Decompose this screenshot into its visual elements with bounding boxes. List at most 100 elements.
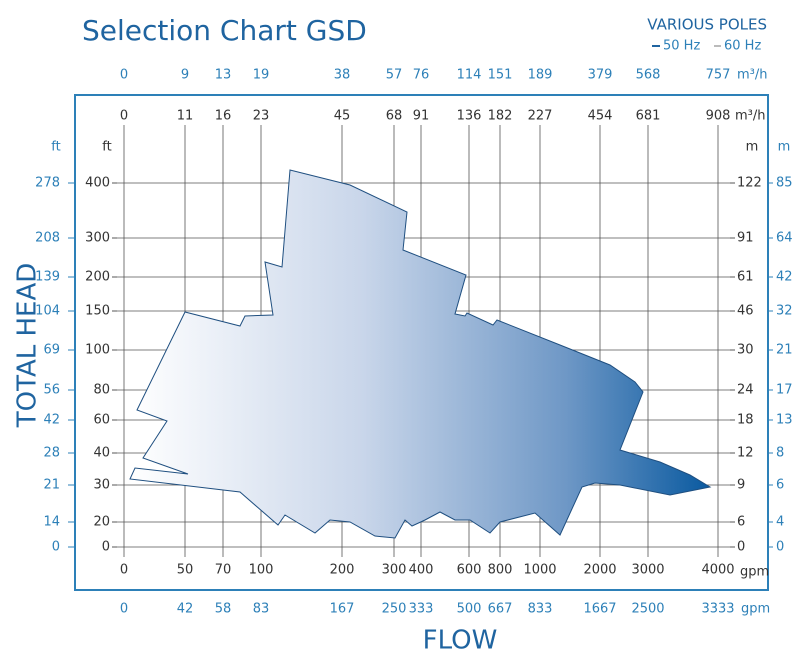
x-tick-label: 300: [382, 563, 407, 578]
y-unit-label: m: [746, 140, 759, 155]
y-tick-label: 150: [85, 304, 110, 319]
x-tick-label: 189: [528, 68, 553, 83]
x-unit-label: gpm: [741, 602, 770, 617]
y-tick-label: 12: [737, 446, 754, 461]
y-tick-label: 56: [43, 383, 60, 398]
legend-entry: 60 Hz: [724, 39, 761, 54]
y-tick-label: 32: [776, 304, 793, 319]
x-tick-label: 13: [215, 68, 232, 83]
y-tick-label: 8: [776, 446, 784, 461]
x-tick-label: 0: [120, 563, 128, 578]
y-tick-label: 21: [776, 343, 793, 358]
subtitle: VARIOUS POLES: [647, 16, 767, 34]
y-tick-label: 91: [737, 231, 754, 246]
y-tick-label: 40: [93, 446, 110, 461]
x-tick-label: 151: [488, 68, 513, 83]
x-tick-label: 757: [706, 68, 731, 83]
x-tick-label: 500: [457, 602, 482, 617]
x-tick-label: 1667: [583, 602, 616, 617]
y-tick-label: 46: [737, 304, 754, 319]
legend-entry: 50 Hz: [663, 39, 700, 54]
x-tick-label: 400: [409, 563, 434, 578]
x-tick-label: 68: [386, 109, 403, 124]
y-tick-label: 24: [737, 383, 754, 398]
y-tick-label: 21: [43, 478, 60, 493]
x-tick-label: 3000: [631, 563, 664, 578]
y-tick-label: 122: [737, 176, 762, 191]
x-tick-label: 100: [249, 563, 274, 578]
x-tick-label: 3333: [701, 602, 734, 617]
x-tick-label: 200: [330, 563, 355, 578]
x-tick-label: 182: [488, 109, 513, 124]
title: Selection Chart GSD: [82, 14, 367, 47]
y-tick-label: 13: [776, 413, 793, 428]
x-tick-label: 333: [409, 602, 434, 617]
x-tick-label: 23: [253, 109, 270, 124]
y-tick-label: 85: [776, 176, 793, 191]
y-tick-label: 17: [776, 383, 793, 398]
x-tick-label: 70: [215, 563, 232, 578]
x-tick-label: 227: [528, 109, 553, 124]
x-tick-label: 667: [488, 602, 513, 617]
y-tick-label: 80: [93, 383, 110, 398]
y-tick-label: 278: [35, 176, 60, 191]
frame: [74, 94, 769, 591]
x-tick-label: 136: [457, 109, 482, 124]
x-tick-label: 19: [253, 68, 270, 83]
x-tick-label: 600: [457, 563, 482, 578]
y-unit-label: m: [778, 140, 791, 155]
x-tick-label: 250: [382, 602, 407, 617]
y-tick-label: 139: [35, 270, 60, 285]
x-tick-label: 50: [177, 563, 194, 578]
y-tick-label: 69: [43, 343, 60, 358]
y-tick-label: 0: [102, 540, 110, 555]
y-tick-label: 60: [93, 413, 110, 428]
x-tick-label: 38: [334, 68, 351, 83]
y-tick-label: 208: [35, 231, 60, 246]
y-tick-label: 100: [85, 343, 110, 358]
x-tick-label: 908: [706, 109, 731, 124]
y-tick-label: 0: [737, 540, 745, 555]
x-tick-label: 0: [120, 68, 128, 83]
y-tick-label: 104: [35, 304, 60, 319]
x-tick-label: 58: [215, 602, 232, 617]
y-tick-label: 64: [776, 231, 793, 246]
x-unit-label: gpm: [740, 565, 769, 580]
y-tick-label: 14: [43, 515, 60, 530]
y-tick-label: 4: [776, 515, 784, 530]
y-tick-label: 300: [85, 231, 110, 246]
y-tick-label: 28: [43, 446, 60, 461]
y-tick-label: 42: [43, 413, 60, 428]
y-tick-label: 400: [85, 176, 110, 191]
x-tick-label: 57: [386, 68, 403, 83]
x-tick-label: 800: [488, 563, 513, 578]
selection-envelope: [129, 169, 712, 539]
x-tick-label: 833: [528, 602, 553, 617]
x-tick-label: 4000: [701, 563, 734, 578]
x-tick-label: 45: [334, 109, 351, 124]
x-tick-label: 83: [253, 602, 270, 617]
x-tick-label: 2500: [631, 602, 664, 617]
x-tick-label: 16: [215, 109, 232, 124]
x-tick-label: 42: [177, 602, 194, 617]
y-tick-label: 30: [737, 343, 754, 358]
y-tick-label: 18: [737, 413, 754, 428]
x-tick-label: 0: [120, 602, 128, 617]
x-tick-label: 91: [413, 109, 430, 124]
x-tick-label: 2000: [583, 563, 616, 578]
x-tick-label: 1000: [523, 563, 556, 578]
x-unit-label: m³/h: [735, 109, 766, 124]
x-tick-label: 568: [636, 68, 661, 83]
x-tick-label: 11: [177, 109, 194, 124]
x-tick-label: 9: [181, 68, 189, 83]
x-tick-label: 454: [588, 109, 613, 124]
y-tick-label: 9: [737, 478, 745, 493]
y-tick-label: 6: [737, 515, 745, 530]
y-tick-label: 6: [776, 478, 784, 493]
x-tick-label: 0: [120, 109, 128, 124]
x-tick-label: 681: [636, 109, 661, 124]
y-axis-title: TOTAL HEAD: [13, 263, 43, 429]
x-tick-label: 114: [457, 68, 482, 83]
x-tick-label: 76: [413, 68, 430, 83]
